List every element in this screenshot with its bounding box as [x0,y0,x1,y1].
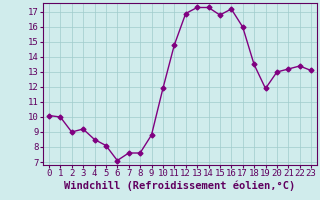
X-axis label: Windchill (Refroidissement éolien,°C): Windchill (Refroidissement éolien,°C) [64,181,296,191]
